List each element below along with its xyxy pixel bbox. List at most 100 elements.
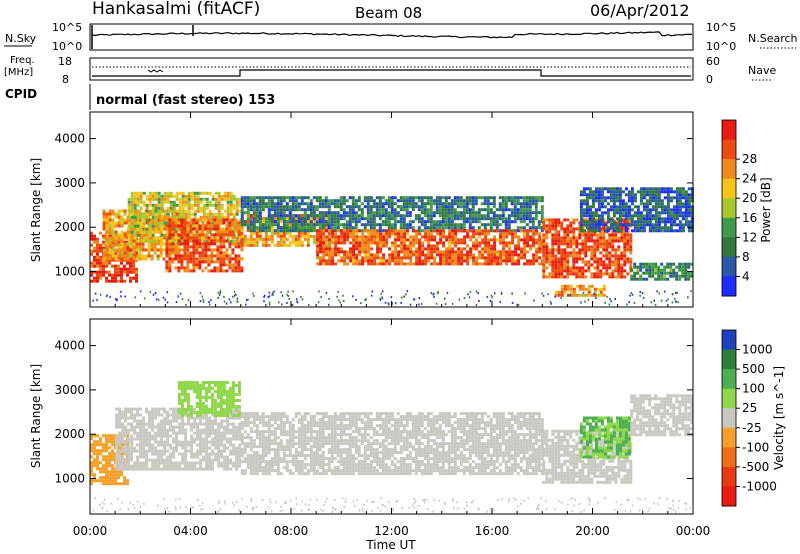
power-cell (309, 214, 313, 218)
power-ytick-label: 3000 (54, 176, 85, 190)
power-cell (201, 260, 205, 264)
power-cell (213, 236, 217, 240)
power-cell (657, 226, 661, 230)
power-cell (538, 247, 542, 251)
power-cell (319, 247, 323, 251)
power-cell (315, 223, 319, 227)
power-cell (172, 206, 176, 210)
power-cell (216, 260, 220, 264)
velocity-cell (127, 449, 131, 453)
power-cell (475, 232, 479, 236)
power-cell (508, 244, 512, 248)
power-cell (684, 268, 688, 272)
power-cell (651, 274, 655, 278)
power-cell (279, 234, 283, 238)
power-cell (318, 196, 322, 200)
velocity-cell (102, 482, 105, 486)
power-cell (608, 275, 612, 279)
power-cell (316, 262, 320, 266)
power-cell (499, 238, 503, 242)
power-speck (177, 295, 179, 298)
power-cell (154, 236, 158, 240)
power-cell (192, 242, 196, 246)
power-cell (129, 257, 133, 261)
power-cell (123, 231, 126, 235)
power-cell (249, 208, 253, 212)
power-cell (378, 226, 382, 230)
power-cell (258, 208, 262, 212)
power-cell (165, 209, 169, 213)
power-cell (486, 208, 490, 212)
power-cell (415, 232, 419, 236)
power-cell (111, 224, 115, 228)
velocity-cell (102, 464, 105, 468)
power-cell (468, 223, 472, 227)
power-cell (459, 217, 463, 221)
power-cell (681, 268, 685, 272)
power-cell (471, 208, 475, 212)
power-cell (599, 272, 603, 276)
power-cell (563, 242, 567, 246)
power-cell (478, 229, 482, 233)
power-cell (648, 214, 652, 218)
power-speck (134, 296, 137, 299)
power-cell (213, 239, 217, 243)
power-cell (331, 256, 335, 260)
velocity-cell (118, 458, 122, 462)
power-cell (442, 241, 446, 245)
power-cell (620, 275, 624, 279)
power-cell (478, 235, 482, 239)
power-cell (405, 199, 409, 203)
power-cell (597, 205, 601, 209)
power-cell (496, 253, 500, 257)
power-cell (208, 212, 212, 216)
power-cell (593, 287, 597, 291)
power-cell (177, 254, 181, 258)
power-cell (557, 236, 561, 240)
power-cell (333, 202, 337, 206)
power-cell (388, 256, 392, 260)
power-cell (675, 217, 679, 221)
power-cell (231, 230, 235, 234)
power-cell (351, 214, 355, 218)
power-cell (439, 259, 443, 263)
power-speck (300, 296, 302, 299)
power-cell (129, 267, 132, 271)
power-speck (301, 298, 304, 301)
power-cell (594, 211, 598, 215)
velocity-cell (99, 443, 102, 447)
power-cell (408, 214, 412, 218)
power-cell (569, 227, 573, 231)
power-cell (183, 239, 187, 243)
power-cell (108, 251, 112, 255)
power-cell (554, 218, 558, 222)
power-cell (171, 224, 175, 228)
power-cell (566, 227, 570, 231)
power-cell (279, 219, 283, 223)
power-cell (624, 205, 628, 209)
power-cell (614, 233, 618, 237)
power-cell (279, 211, 283, 215)
power-cell (551, 275, 555, 279)
power-cell (190, 212, 194, 216)
power-cell (96, 258, 99, 262)
power-cell (474, 220, 478, 224)
power-cell (525, 211, 529, 215)
power-cell (267, 226, 271, 230)
power-cell (108, 215, 112, 219)
power-cell (327, 199, 331, 203)
velocity-cell (115, 452, 119, 456)
power-speck (675, 292, 677, 294)
power-cell (687, 193, 691, 197)
power-cell (615, 211, 619, 215)
power-cell (528, 199, 532, 203)
power-cell (415, 229, 419, 233)
power-cell (102, 251, 106, 255)
power-cell (609, 199, 613, 203)
power-cell (484, 235, 488, 239)
power-cell (554, 227, 558, 231)
cpid-label: CPID (5, 87, 37, 101)
power-cell (171, 218, 175, 222)
power-cell (147, 254, 151, 258)
power-cell (505, 235, 509, 239)
